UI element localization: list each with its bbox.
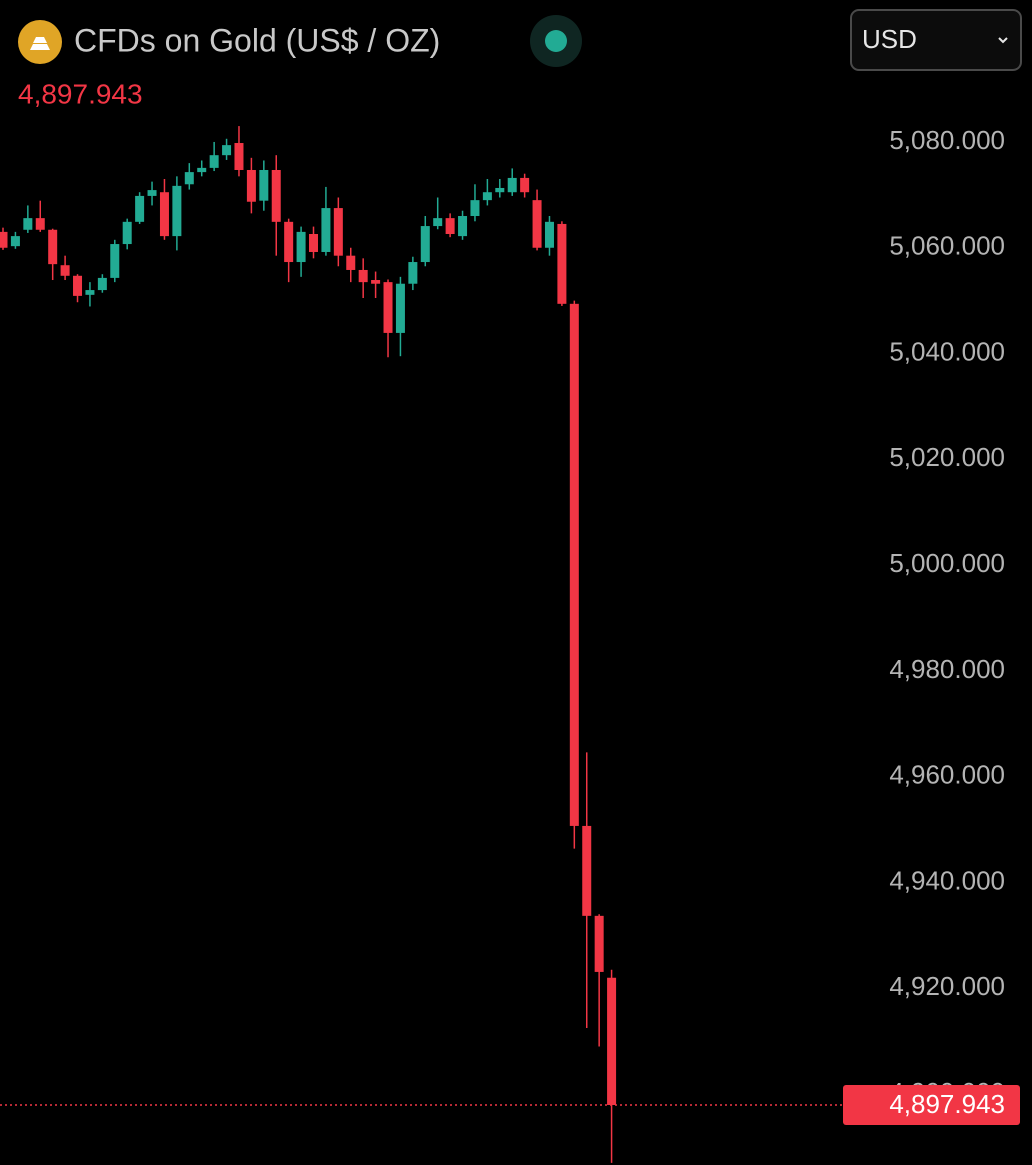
candle-body bbox=[60, 265, 70, 276]
candle-body bbox=[135, 195, 145, 222]
candle-body bbox=[97, 277, 107, 291]
y-tick-label: 4,980.000 bbox=[889, 654, 1005, 684]
y-tick-label: 4,960.000 bbox=[889, 760, 1005, 790]
y-tick-label: 5,000.000 bbox=[889, 548, 1005, 578]
candle-body bbox=[433, 218, 443, 227]
candle-body bbox=[209, 155, 219, 168]
y-tick-label: 5,040.000 bbox=[889, 336, 1005, 366]
chart-title: CFDs on Gold (US$ / OZ) bbox=[74, 22, 440, 58]
candle-body bbox=[358, 269, 368, 283]
candle-body bbox=[222, 145, 232, 156]
candle-body bbox=[507, 177, 517, 193]
candle-body bbox=[10, 236, 20, 247]
candle-body bbox=[110, 244, 120, 278]
candle-body bbox=[48, 229, 58, 265]
candle-body bbox=[321, 208, 331, 252]
candle-body bbox=[420, 226, 430, 263]
candle-body bbox=[582, 825, 592, 916]
candle-body bbox=[458, 216, 468, 237]
candle-body bbox=[371, 280, 381, 284]
candle-body bbox=[408, 262, 418, 284]
candle-body bbox=[395, 283, 405, 333]
y-tick-label: 4,920.000 bbox=[889, 971, 1005, 1001]
candle-body bbox=[544, 221, 554, 248]
candle-body bbox=[607, 977, 617, 1105]
candle-body bbox=[309, 233, 318, 252]
candle-body bbox=[172, 185, 182, 237]
candle-body bbox=[284, 221, 294, 263]
y-tick-label: 5,020.000 bbox=[889, 442, 1005, 472]
candle-body bbox=[532, 200, 542, 248]
candle-body bbox=[122, 221, 132, 245]
candle-body bbox=[569, 303, 579, 826]
candle-body bbox=[0, 231, 8, 248]
y-tick-label: 4,940.000 bbox=[889, 865, 1005, 895]
candle-body bbox=[159, 192, 169, 237]
candle-body bbox=[35, 218, 45, 230]
currency-label[interactable]: USD bbox=[862, 24, 917, 54]
candle-body bbox=[147, 190, 157, 196]
gold-logo bbox=[18, 20, 62, 64]
y-tick-label: 5,060.000 bbox=[889, 231, 1005, 261]
select-box[interactable] bbox=[850, 9, 1022, 71]
chevron[interactable] bbox=[998, 37, 1008, 44]
candle-body bbox=[197, 167, 207, 173]
y-tick-label: 5,080.000 bbox=[889, 125, 1005, 155]
candle-body bbox=[495, 187, 505, 193]
candle-body bbox=[470, 200, 480, 217]
candle-body bbox=[271, 169, 281, 222]
candle-body bbox=[23, 218, 33, 230]
status-dot bbox=[545, 30, 567, 52]
currency-select[interactable]: USD bbox=[850, 9, 1022, 71]
candle-body bbox=[73, 275, 83, 296]
candle-body bbox=[594, 915, 604, 972]
candle-body bbox=[383, 282, 393, 333]
candle-body bbox=[557, 223, 567, 304]
candle-body bbox=[482, 192, 492, 201]
candle-body bbox=[346, 255, 356, 270]
candle-body bbox=[445, 218, 455, 234]
candle-body bbox=[333, 208, 343, 256]
candle-body bbox=[296, 231, 306, 263]
header-price: 4,897.943 bbox=[18, 78, 143, 109]
candle-body bbox=[234, 143, 244, 170]
candle-body bbox=[520, 177, 530, 193]
candle-body bbox=[85, 290, 95, 295]
price-badge bbox=[843, 1084, 1020, 1125]
candle-body bbox=[184, 172, 194, 185]
candle-body bbox=[246, 169, 256, 202]
price-badge-label: 4,897.943 bbox=[889, 1089, 1005, 1119]
candle-body bbox=[259, 169, 269, 201]
